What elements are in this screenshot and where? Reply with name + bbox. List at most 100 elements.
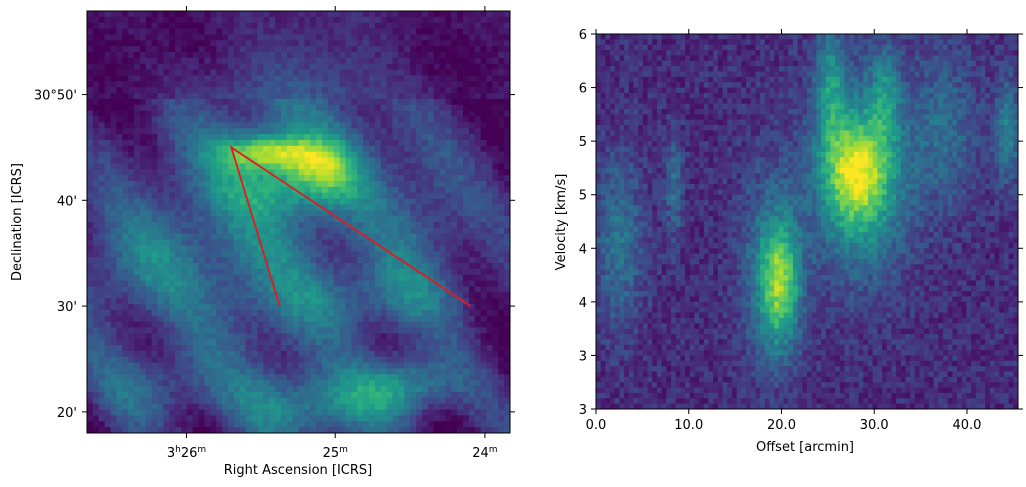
- sky-pixel: [198, 34, 206, 41]
- sky-pixel: [392, 280, 399, 288]
- sky-pixel: [316, 274, 323, 282]
- sky-pixel: [122, 216, 129, 223]
- sky-pixel: [492, 251, 499, 258]
- sky-pixel: [327, 339, 335, 346]
- sky-pixel: [280, 175, 288, 182]
- sky-pixel: [492, 292, 499, 299]
- sky-pixel: [186, 298, 194, 305]
- sky-pixel: [251, 304, 258, 311]
- sky-pixel: [139, 280, 147, 288]
- sky-pixel: [216, 263, 223, 270]
- sky-pixel: [445, 134, 452, 141]
- sky-pixel: [504, 274, 510, 282]
- sky-pixel: [163, 52, 170, 59]
- sky-pixel: [233, 257, 241, 264]
- sky-pixel: [463, 321, 470, 329]
- sky-pixel: [322, 40, 329, 47]
- sky-pixel: [345, 157, 352, 164]
- sky-pixel: [157, 46, 164, 53]
- sky-pixel: [327, 11, 335, 18]
- sky-pixel: [210, 63, 217, 71]
- sky-pixel: [145, 268, 153, 276]
- sky-pixel: [263, 245, 270, 252]
- sky-pixel: [210, 98, 217, 106]
- sky-pixel: [134, 116, 141, 123]
- sky-pixel: [498, 175, 505, 182]
- sky-pixel: [316, 251, 323, 258]
- sky-pixel: [269, 339, 276, 346]
- sky-pixel: [145, 198, 153, 206]
- sky-pixel: [175, 251, 182, 258]
- sky-pixel: [192, 292, 200, 299]
- sky-pixel: [216, 63, 223, 71]
- sky-pixel: [480, 104, 488, 112]
- sky-pixel: [192, 98, 200, 106]
- sky-pixel: [181, 315, 188, 323]
- sky-pixel: [292, 87, 300, 94]
- sky-pixel: [163, 151, 170, 159]
- sky-pixel: [175, 356, 182, 364]
- sky-pixel: [210, 11, 217, 18]
- sky-pixel: [504, 11, 510, 18]
- sky-pixel: [139, 40, 147, 47]
- sky-pixel: [216, 116, 223, 123]
- sky-pixel: [498, 63, 505, 71]
- sky-pixel: [275, 122, 282, 129]
- sky-pixel: [87, 104, 94, 112]
- sky-pixel: [486, 110, 493, 118]
- sky-pixel: [169, 16, 176, 24]
- sky-pixel: [98, 28, 106, 36]
- sky-pixel: [198, 22, 206, 30]
- sky-pixel: [386, 327, 394, 334]
- sky-pixel: [163, 286, 170, 293]
- sky-pixel: [139, 87, 147, 94]
- sky-pixel: [198, 186, 206, 194]
- sky-pixel: [275, 22, 282, 30]
- sky-pixel: [421, 374, 429, 381]
- sky-pixel: [363, 57, 370, 65]
- sky-pixel: [128, 52, 135, 59]
- sky-pixel: [239, 386, 247, 393]
- sky-pixel: [145, 98, 153, 106]
- sky-pixel: [386, 321, 394, 329]
- sky-pixel: [345, 245, 352, 252]
- sky-pixel: [87, 362, 94, 370]
- sky-pixel: [181, 46, 188, 53]
- sky-pixel: [280, 350, 288, 358]
- sky-pixel: [427, 321, 435, 329]
- sky-pixel: [122, 116, 129, 123]
- sky-pixel: [204, 339, 211, 346]
- sky-pixel: [457, 57, 464, 65]
- sky-pixel: [222, 81, 229, 88]
- sky-pixel: [457, 386, 464, 393]
- sky-pixel: [169, 374, 176, 381]
- sky-pixel: [451, 304, 458, 311]
- sky-pixel: [151, 98, 159, 106]
- sky-pixel: [204, 292, 211, 299]
- sky-pixel: [157, 128, 164, 135]
- sky-pixel: [192, 104, 200, 112]
- sky-pixel: [98, 298, 106, 305]
- sky-pixel: [245, 286, 253, 293]
- sky-pixel: [474, 180, 482, 188]
- sky-pixel: [386, 93, 394, 100]
- sky-pixel: [333, 87, 341, 94]
- sky-pixel: [416, 145, 423, 153]
- sky-pixel: [339, 104, 347, 112]
- sky-pixel: [280, 403, 288, 411]
- sky-pixel: [463, 327, 470, 334]
- sky-pixel: [292, 309, 300, 317]
- sky-pixel: [327, 204, 335, 211]
- sky-pixel: [486, 128, 493, 135]
- sky-pixel: [163, 175, 170, 182]
- sky-pixel: [116, 304, 123, 311]
- sky-pixel: [316, 368, 323, 375]
- sky-pixel: [257, 356, 264, 364]
- sky-pixel: [398, 280, 405, 288]
- sky-pixel: [222, 362, 229, 370]
- sky-pixel: [145, 380, 153, 387]
- sky-pixel: [345, 409, 352, 417]
- sky-pixel: [92, 391, 100, 399]
- sky-pixel: [292, 333, 300, 340]
- sky-pixel: [104, 210, 112, 217]
